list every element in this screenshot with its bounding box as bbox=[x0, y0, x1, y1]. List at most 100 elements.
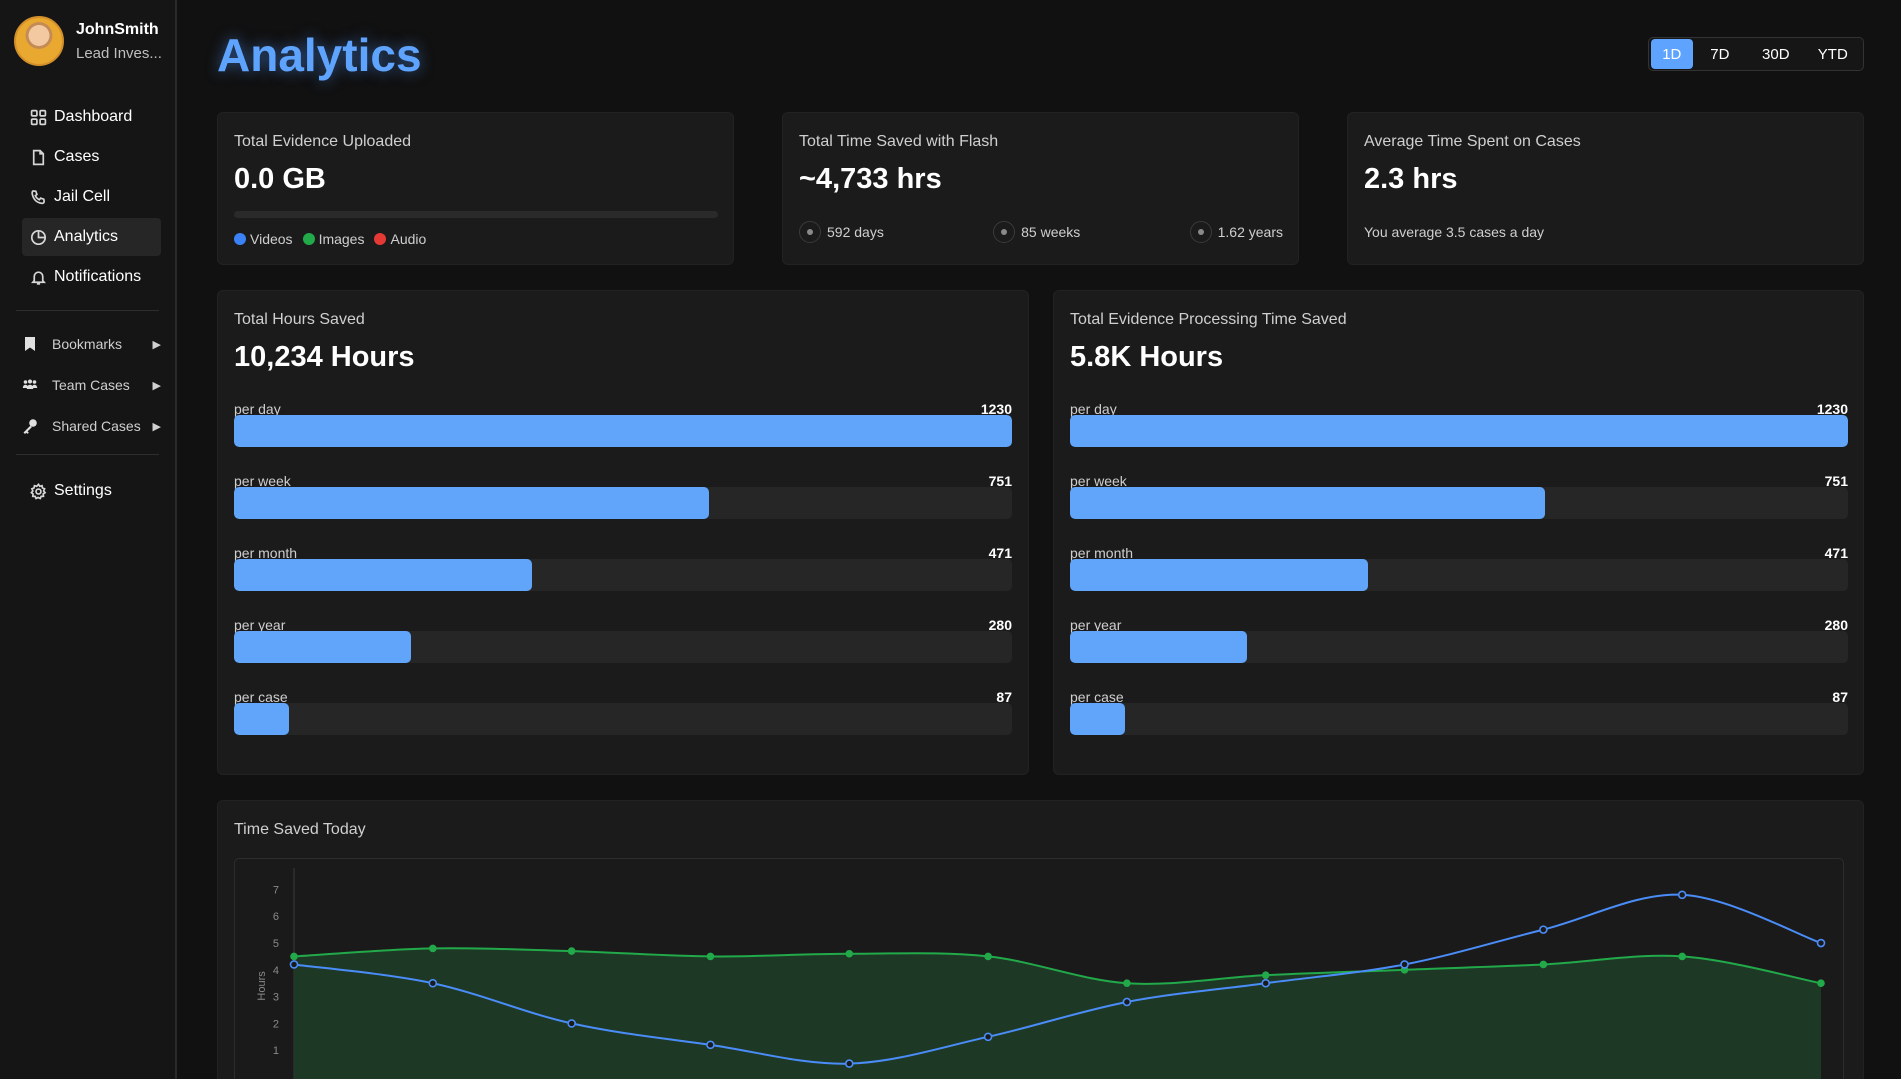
bar-track bbox=[234, 559, 1012, 591]
nav-item-label: Jail Cell bbox=[54, 188, 111, 205]
processing-bars: per day 1230 per week 751 per month 471 per… bbox=[1070, 401, 1848, 761]
bar-value: 471 bbox=[988, 545, 1012, 561]
dot-ring-icon bbox=[799, 221, 821, 243]
average-time-card: Average Time Spent on Cases 2.3 hrs You … bbox=[1347, 112, 1864, 265]
bar-value: 471 bbox=[1824, 545, 1848, 561]
panel-title: Total Hours Saved bbox=[234, 311, 365, 328]
card-title: Average Time Spent on Cases bbox=[1364, 133, 1581, 150]
bar-track bbox=[1070, 631, 1848, 663]
data-point bbox=[1539, 960, 1548, 969]
unit-weeks: 85 weeks bbox=[993, 221, 1080, 243]
time-saved-chart: 1 2 3 4 5 6 7 Hours bbox=[256, 868, 1826, 1079]
legend-label: Audio bbox=[390, 231, 427, 247]
data-point bbox=[844, 1059, 854, 1068]
series-area bbox=[294, 948, 1821, 1079]
group-label: Team Cases bbox=[52, 377, 130, 393]
hours-saved-panel: Total Hours Saved 10,234 Hours per day 12… bbox=[217, 290, 1029, 775]
card-title: Total Evidence Uploaded bbox=[234, 133, 412, 150]
group-shared-cases[interactable]: Shared Cases ▶ bbox=[22, 411, 161, 441]
evidence-card: Total Evidence Uploaded 0.0 GB Videos Im… bbox=[217, 112, 734, 265]
nav-item-notifications[interactable]: Notifications bbox=[22, 258, 161, 296]
nav-item-label: Cases bbox=[54, 148, 100, 165]
bar-row: per week 751 bbox=[234, 473, 1012, 545]
data-point bbox=[706, 952, 715, 961]
series-line bbox=[293, 893, 1822, 1065]
user-profile[interactable]: JohnSmith Lead Inves... bbox=[14, 16, 166, 66]
group-label: Bookmarks bbox=[52, 336, 123, 352]
bar-row: per month 471 bbox=[1070, 545, 1848, 617]
divider bbox=[16, 454, 159, 455]
chevron-right-icon[interactable]: ▶ bbox=[152, 338, 161, 351]
chevron-right-icon[interactable]: ▶ bbox=[152, 420, 161, 433]
panel-value: 10,234 Hours bbox=[234, 341, 415, 373]
panel-title: Time Saved Today bbox=[234, 821, 366, 838]
bar-value: 751 bbox=[1824, 473, 1848, 489]
bar-row: per case 87 bbox=[234, 689, 1012, 761]
time-saved-today-panel: Time Saved Today 1 2 3 4 5 6 7 Hours bbox=[217, 800, 1864, 1079]
group-bookmarks[interactable]: Bookmarks ▶ bbox=[22, 329, 161, 359]
card-value: ~4,733 hrs bbox=[799, 163, 942, 195]
legend-dot bbox=[302, 233, 315, 245]
bar-fill bbox=[1070, 415, 1848, 447]
bar-label: per week bbox=[234, 473, 291, 489]
bar-track bbox=[1070, 703, 1848, 735]
bookmark-icon bbox=[25, 337, 35, 351]
unit-years: 1.62 years bbox=[1189, 221, 1283, 243]
unit-label: 592 days bbox=[827, 224, 884, 240]
profile-info: JohnSmith Lead Inves... bbox=[76, 21, 166, 62]
nav-item-cases[interactable]: Cases bbox=[22, 138, 161, 176]
bar-label: per month bbox=[234, 545, 298, 561]
hours-bars: per day 1230 per week 751 per month 471 per… bbox=[234, 401, 1012, 761]
bar-row: per month 471 bbox=[234, 545, 1012, 617]
bar-row: per case 87 bbox=[1070, 689, 1848, 761]
bar-label: per case bbox=[1070, 689, 1124, 705]
data-point bbox=[1678, 952, 1686, 961]
data-point bbox=[428, 978, 438, 988]
range-30d-button[interactable]: 30D bbox=[1762, 45, 1790, 63]
bar-value: 280 bbox=[1824, 617, 1848, 633]
y-axis-label: Hours bbox=[256, 971, 268, 1001]
processing-time-panel: Total Evidence Processing Time Saved 5.8… bbox=[1053, 290, 1864, 775]
bar-row: per day 1230 bbox=[1070, 401, 1848, 473]
data-point bbox=[1539, 925, 1548, 934]
data-point bbox=[1400, 960, 1409, 969]
bar-value: 280 bbox=[988, 617, 1012, 633]
group-team-cases[interactable]: Team Cases ▶ bbox=[22, 370, 161, 400]
data-point bbox=[429, 944, 437, 953]
data-point bbox=[1817, 979, 1825, 988]
team-icon bbox=[22, 379, 38, 389]
range-7d-button[interactable]: 7D bbox=[1710, 45, 1730, 63]
range-1d-button[interactable]: 1D bbox=[1651, 39, 1693, 69]
nav-item-analytics[interactable]: Analytics bbox=[22, 218, 161, 256]
bar-row: per week 751 bbox=[1070, 473, 1848, 545]
panel-title: Total Evidence Processing Time Saved bbox=[1070, 311, 1347, 328]
bar-fill bbox=[1070, 559, 1368, 591]
evidence-progress-bar bbox=[234, 211, 718, 218]
legend-item-audio: Audio bbox=[374, 231, 426, 247]
time-saved-card: Total Time Saved with Flash ~4,733 hrs 5… bbox=[782, 112, 1299, 265]
bar-value: 1230 bbox=[1816, 401, 1848, 417]
y-tick-label: 5 bbox=[273, 938, 279, 950]
unit-label: 1.62 years bbox=[1217, 224, 1283, 240]
bar-label: per month bbox=[1070, 545, 1134, 561]
bar-fill bbox=[234, 415, 1012, 447]
bar-value: 1230 bbox=[980, 401, 1012, 417]
data-point bbox=[567, 1019, 576, 1028]
chevron-right-icon[interactable]: ▶ bbox=[152, 379, 161, 392]
nav-item-dashboard[interactable]: Dashboard bbox=[22, 98, 161, 136]
nav-item-label: Notifications bbox=[54, 268, 142, 285]
unit-label: 85 weeks bbox=[1021, 224, 1081, 240]
data-point bbox=[1677, 890, 1687, 900]
legend-item-images: Images bbox=[302, 231, 364, 247]
card-value: 0.0 GB bbox=[234, 163, 326, 195]
bar-fill bbox=[234, 631, 412, 663]
divider bbox=[16, 310, 159, 311]
data-point bbox=[1123, 979, 1131, 988]
bar-label: per day bbox=[234, 401, 281, 417]
y-tick-label: 6 bbox=[273, 911, 279, 923]
legend-item-videos: Videos bbox=[234, 231, 293, 247]
range-ytd-button[interactable]: YTD bbox=[1817, 45, 1848, 63]
nav-item-settings[interactable]: Settings bbox=[22, 472, 161, 510]
nav-item-jail-cell[interactable]: Jail Cell bbox=[22, 178, 161, 216]
